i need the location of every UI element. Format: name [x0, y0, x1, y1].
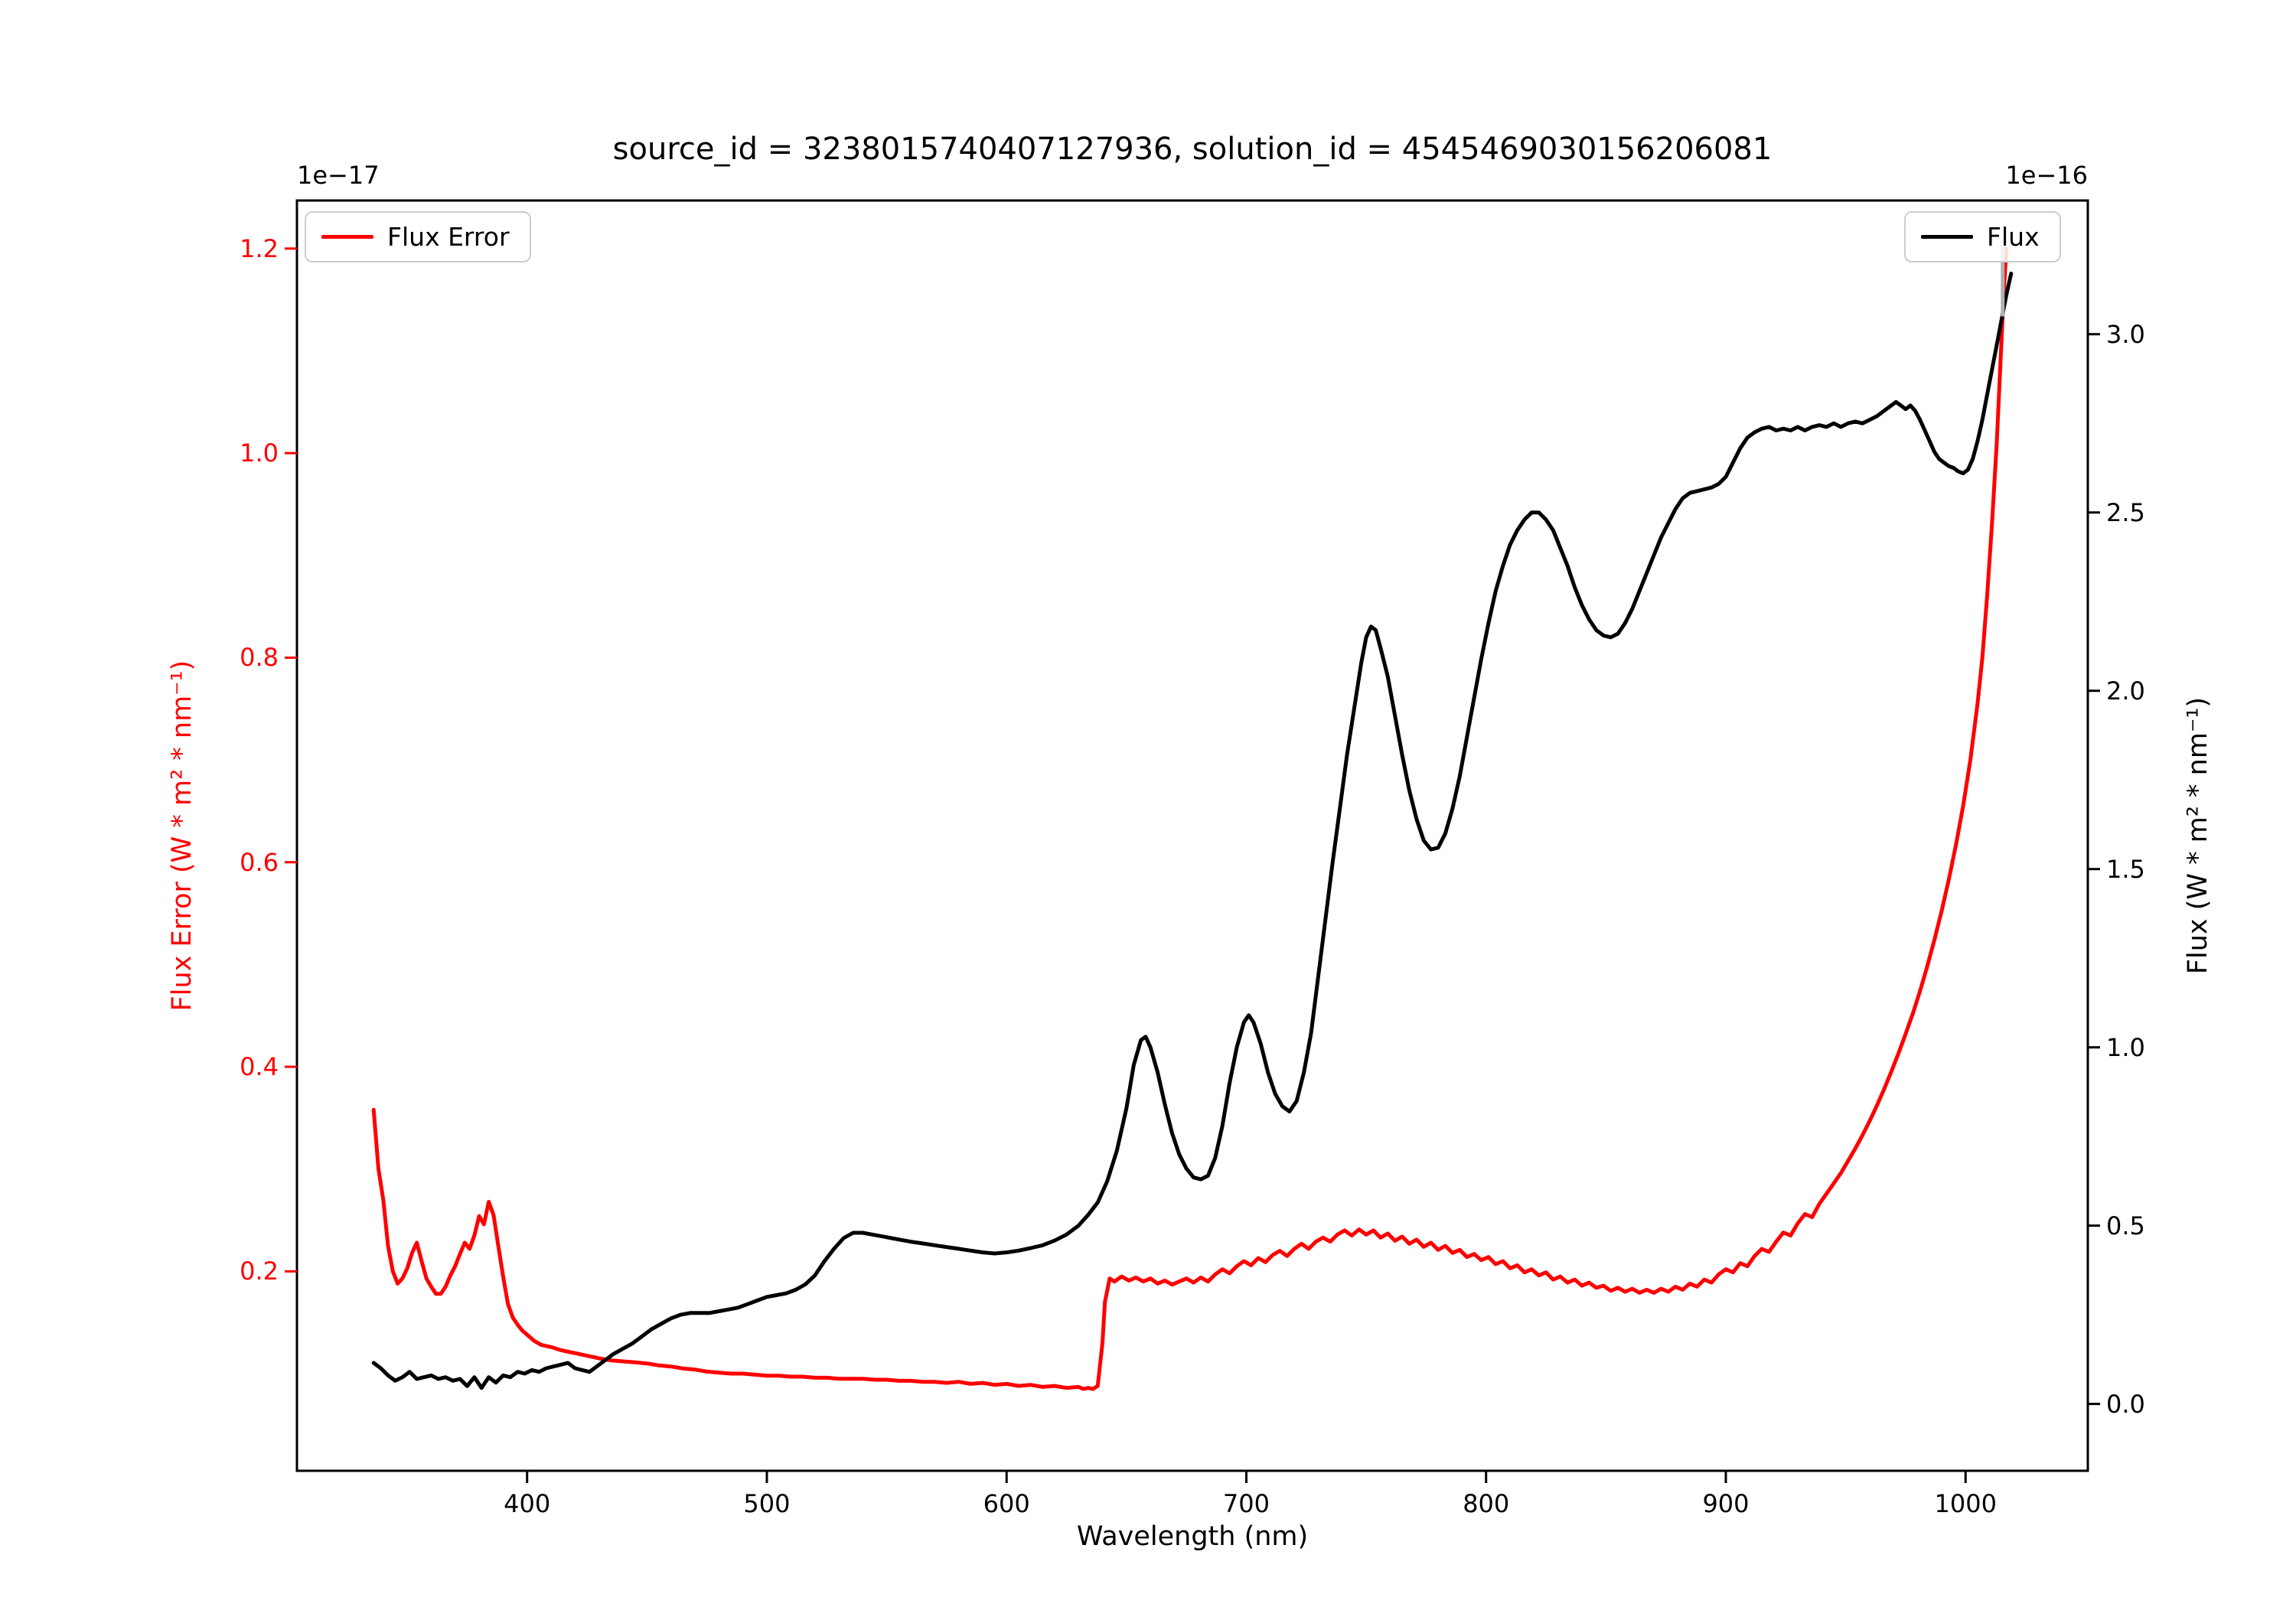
legend-flux-label: Flux [1987, 222, 2040, 252]
xtick-label: 1000 [1934, 1489, 1997, 1518]
flux-line-sample-icon [1921, 235, 1973, 239]
ytick-left: 0.6 [240, 847, 279, 877]
chart-title: source_id = 3238015740407127936, solutio… [612, 132, 1773, 167]
xtick-label: 600 [983, 1489, 1030, 1518]
flux-error-curve [371, 246, 2008, 1391]
xtick-label: 500 [743, 1489, 791, 1518]
legend-flux: Flux [1904, 211, 2061, 262]
legend-flux-error: Flux Error [305, 211, 531, 262]
flux-curve [371, 272, 2014, 1390]
right-axis-label: Flux (W * m² * nm⁻¹) [2183, 696, 2213, 975]
ytick-right: 1.5 [2106, 854, 2145, 884]
ytick-left: 1.0 [240, 438, 279, 468]
flux-error-line-sample-icon [321, 235, 373, 239]
ytick-right: 2.5 [2106, 497, 2145, 527]
ytick-right: 0.5 [2106, 1211, 2145, 1240]
left-axis-label: Flux Error (W * m² * nm⁻¹) [167, 660, 197, 1012]
ytick-left: 0.4 [240, 1052, 279, 1082]
ytick-left: 1.2 [240, 233, 279, 263]
xtick-label: 700 [1222, 1489, 1270, 1518]
ytick-left: 0.2 [240, 1257, 279, 1286]
x-axis-label: Wavelength (nm) [1076, 1521, 1309, 1552]
xtick-label: 900 [1702, 1489, 1750, 1518]
ytick-right: 0.0 [2106, 1389, 2145, 1419]
xtick-label: 400 [504, 1489, 551, 1518]
ytick-right: 3.0 [2106, 319, 2145, 349]
right-axis-offset-text: 1e−16 [2005, 161, 2088, 190]
left-axis-offset-text: 1e−17 [297, 161, 380, 190]
ytick-left: 0.8 [240, 643, 279, 673]
xtick-label: 800 [1463, 1489, 1510, 1518]
ytick-right: 2.0 [2106, 676, 2145, 706]
legend-flux-error-label: Flux Error [387, 222, 510, 252]
ytick-right: 1.0 [2106, 1032, 2145, 1062]
axes-spines [295, 199, 2089, 1472]
